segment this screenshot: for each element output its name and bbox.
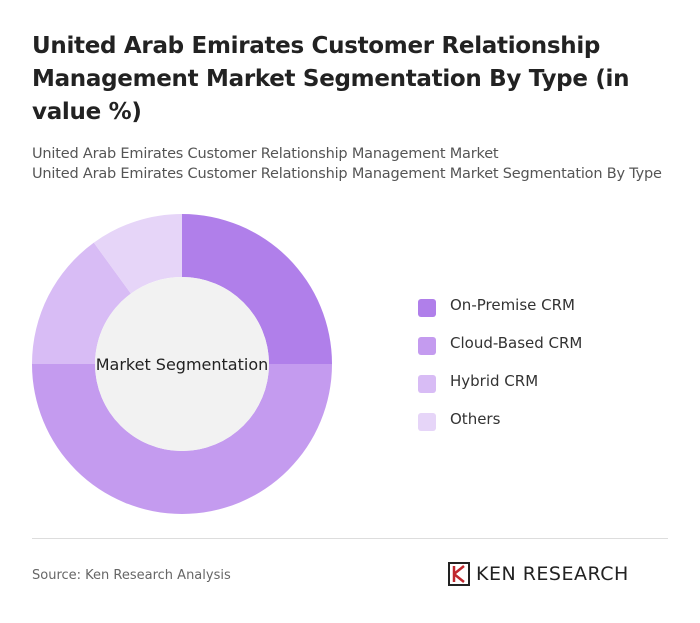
legend: On-Premise CRM Cloud-Based CRM Hybrid CRM O…: [418, 296, 582, 448]
legend-label: Hybrid CRM: [450, 372, 539, 390]
legend-swatch: [418, 375, 436, 393]
subtitle: United Arab Emirates Customer Relationsh…: [32, 146, 499, 162]
legend-label: Others: [450, 410, 501, 428]
legend-item: Hybrid CRM: [418, 372, 582, 410]
chart-title: United Arab Emirates Customer Relationsh…: [32, 33, 630, 125]
legend-label: Cloud-Based CRM: [450, 334, 583, 352]
legend-swatch: [418, 337, 436, 355]
legend-swatch: [418, 413, 436, 431]
center-label: Market Segmentation: [96, 355, 269, 374]
subtitle: United Arab Emirates Customer Relationsh…: [32, 166, 662, 182]
brand-icon: [448, 562, 470, 586]
brand: KEN RESEARCH: [448, 562, 629, 586]
donut-hole: [95, 277, 269, 451]
legend-item: On-Premise CRM: [418, 296, 582, 334]
legend-item: Cloud-Based CRM: [418, 334, 582, 372]
legend-label: On-Premise CRM: [450, 296, 576, 314]
slice: [32, 364, 332, 514]
slice: [182, 214, 332, 364]
legend-swatch: [418, 299, 436, 317]
chart: Market Segmentation: [32, 214, 332, 514]
source: Source: Ken Research Analysis: [32, 568, 231, 583]
slice: [93, 214, 182, 294]
brand-name: KEN RESEARCH: [476, 563, 629, 585]
slice: [32, 242, 131, 364]
legend-item: Others: [418, 410, 582, 448]
divider: [32, 538, 668, 539]
